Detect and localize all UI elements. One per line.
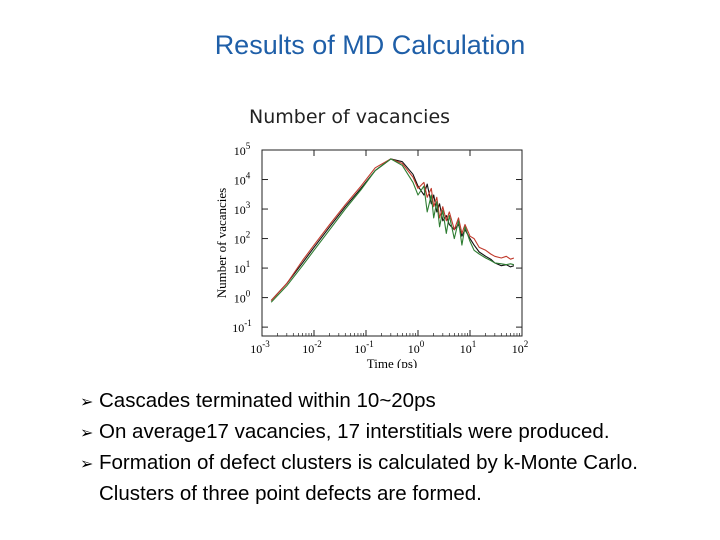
x-tick-label: 100 xyxy=(408,339,425,356)
slide-title: Results of MD Calculation xyxy=(214,30,526,60)
x-tick-exponent: 0 xyxy=(420,339,425,349)
y-tick-exponent: 1 xyxy=(246,259,251,269)
y-tick-label: 101 xyxy=(234,259,251,276)
arrow-bullet-icon: ➢ xyxy=(80,423,94,442)
y-tick-exponent: 5 xyxy=(246,141,251,151)
y-tick-exponent: 4 xyxy=(246,171,251,181)
y-tick-exponent: 0 xyxy=(246,289,251,299)
series-line-3 xyxy=(270,158,515,303)
x-axis-label: Time (ps) xyxy=(367,356,417,368)
y-tick-label: 102 xyxy=(234,230,251,247)
y-axis-label: Number of vacancies xyxy=(214,188,229,298)
x-tick-exponent: 2 xyxy=(524,339,529,349)
x-tick-exponent: 1 xyxy=(472,339,477,349)
bullet-text: Formation of defect clusters is calculat… xyxy=(99,451,638,474)
y-tick-exponent: 3 xyxy=(246,200,251,210)
series-line-2 xyxy=(270,158,515,301)
arrow-bullet-icon: ➢ xyxy=(80,454,94,473)
bullet-item: ➢ On average17 vacancies, 17 interstitial… xyxy=(80,417,638,448)
x-tick-label: 10-3 xyxy=(250,339,270,356)
y-tick-label: 10-1 xyxy=(232,318,252,335)
x-tick-exponent: -2 xyxy=(314,339,322,349)
bullet-list: ➢ Cascades terminated within 10~20ps ➢ On … xyxy=(80,386,638,509)
bullet-text: On average17 vacancies, 17 interstitials… xyxy=(99,420,610,443)
arrow-bullet-icon: ➢ xyxy=(80,392,94,411)
x-tick-label: 101 xyxy=(460,339,477,356)
chart-caption: Number of vacancies xyxy=(249,106,451,128)
bullet-item: ➢ Cascades terminated within 10~20ps xyxy=(80,386,638,417)
y-tick-exponent: 2 xyxy=(246,230,251,240)
y-tick-exponent: -1 xyxy=(244,318,252,328)
bullet-continuation: Clusters of three point defects are form… xyxy=(99,482,482,505)
series-group xyxy=(270,158,515,303)
x-tick-exponent: -3 xyxy=(262,339,270,349)
y-tick-label: 103 xyxy=(234,200,251,217)
x-tick-label: 10-2 xyxy=(302,339,322,356)
plot-frame-group xyxy=(261,149,523,337)
vacancy-chart: 10-3 10-2 10-1 100 101 10210-1100101102103104… xyxy=(214,141,528,368)
y-tick-label: 100 xyxy=(234,289,251,306)
ticks-group: 10-3 10-2 10-1 100 101 10210-1100101102103104… xyxy=(232,141,528,356)
y-tick-label: 104 xyxy=(234,171,251,188)
plot-frame xyxy=(261,149,523,337)
x-tick-label: 102 xyxy=(512,339,529,356)
x-tick-exponent: -1 xyxy=(366,339,374,349)
series-line-1 xyxy=(270,158,515,301)
y-tick-label: 105 xyxy=(234,141,251,158)
bullet-item: ➢ Formation of defect clusters is calcula… xyxy=(80,448,638,479)
x-tick-label: 10-1 xyxy=(354,339,374,356)
bullet-text: Cascades terminated within 10~20ps xyxy=(99,389,436,412)
